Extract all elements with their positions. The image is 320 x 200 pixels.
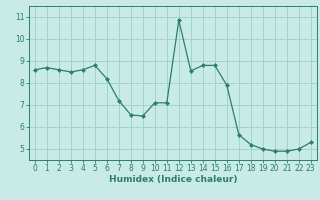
X-axis label: Humidex (Indice chaleur): Humidex (Indice chaleur) [108, 175, 237, 184]
